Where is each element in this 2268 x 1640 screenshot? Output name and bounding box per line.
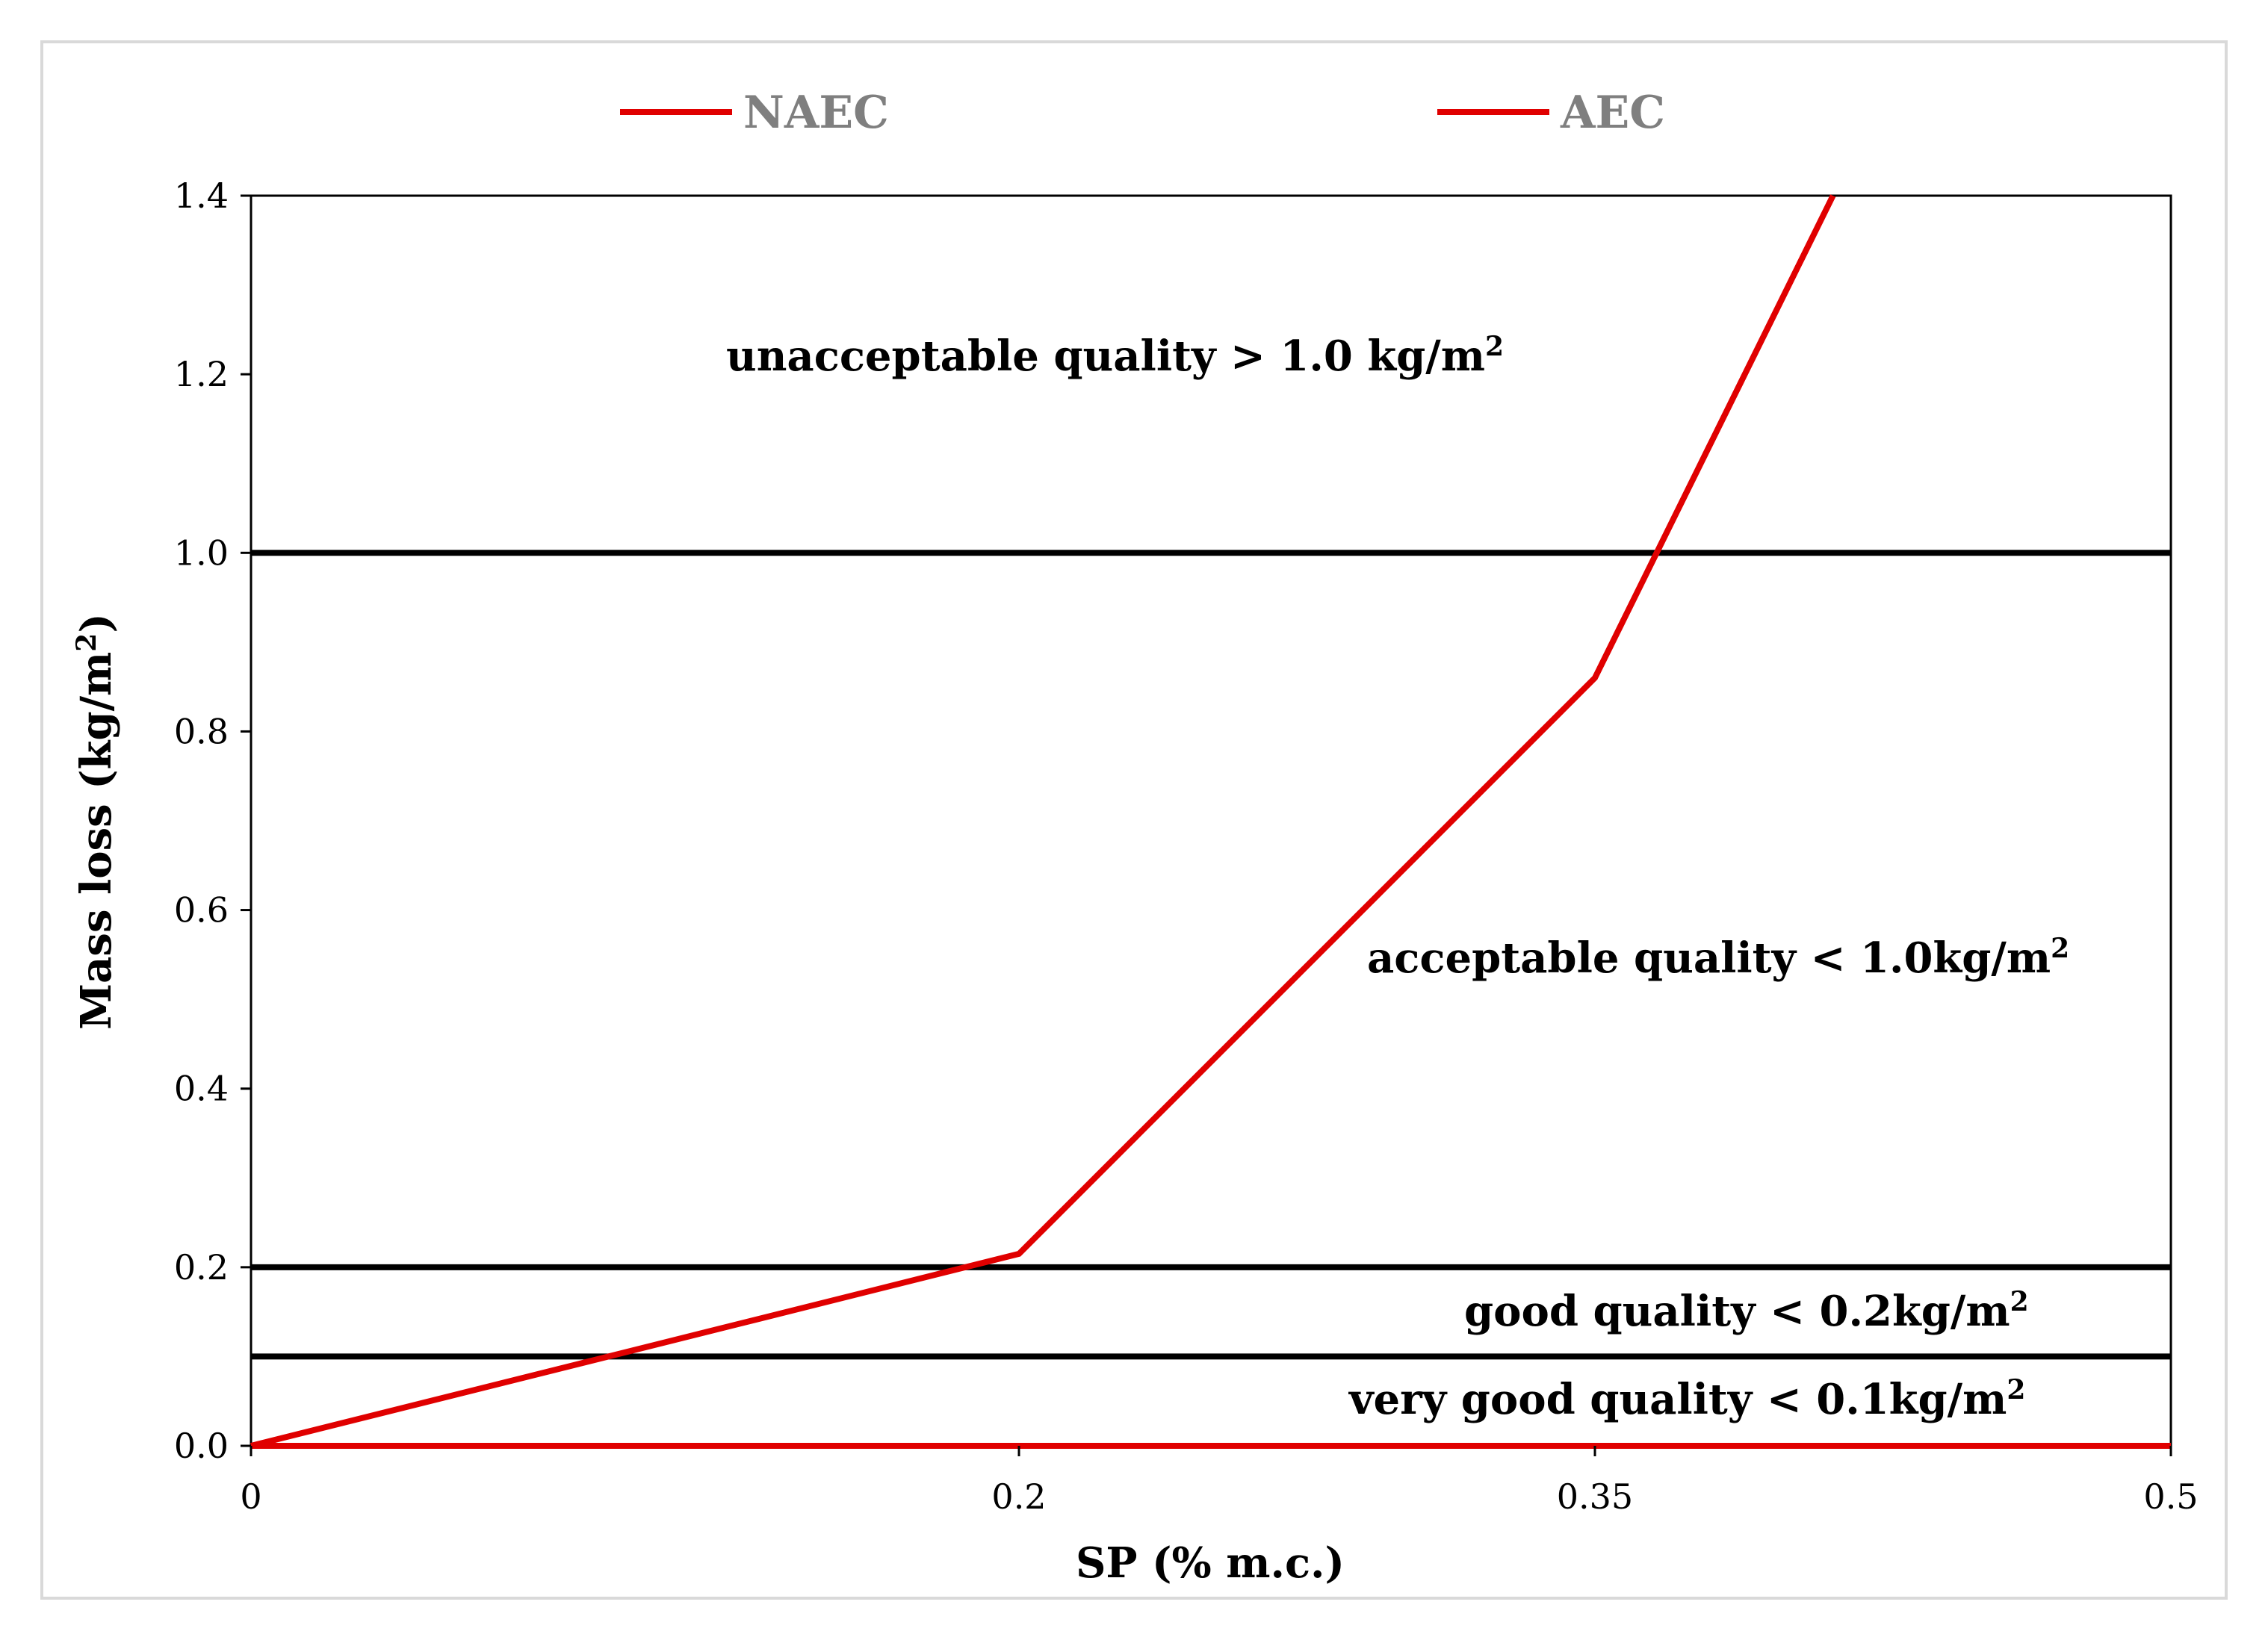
y-tick-label: 0.4 [174, 1069, 229, 1109]
series-group [250, 194, 2171, 1449]
y-axis-title: Mass loss (kg/m2) [71, 613, 121, 1030]
y-tick-label: 0.2 [174, 1247, 229, 1288]
y-tick-label: 0.0 [174, 1426, 229, 1466]
annotation-unacceptable: unacceptable quality > 1.0 kg/m2 [726, 331, 1504, 381]
x-tick-label: 0.5 [2143, 1476, 2198, 1517]
plot-area [250, 194, 2172, 1447]
x-axis-ticks: 0 0.2 0.35 0.5 [240, 1446, 2199, 1517]
y-tick-label: 1.2 [174, 354, 229, 394]
series-line-naec [250, 194, 1836, 1449]
y-tick-label: 1.4 [174, 176, 229, 216]
x-axis-title: SP (% m.c.) [1076, 1538, 1345, 1588]
legend: NAEC AEC [620, 87, 1665, 139]
annotation-acceptable: acceptable quality < 1.0kg/m2 [1367, 933, 2069, 983]
x-tick-label: 0.2 [991, 1476, 1046, 1517]
x-tick-label: 0 [240, 1476, 261, 1517]
annotation-good: good quality < 0.2kg/m2 [1464, 1286, 2029, 1336]
y-tick-label: 0.8 [174, 711, 229, 751]
legend-label-naec: NAEC [743, 87, 889, 139]
annotation-very-good: very good quality < 0.1kg/m2 [1348, 1374, 2025, 1424]
y-axis-ticks: 0.0 0.2 0.4 0.6 0.8 1.0 1.2 1.4 [174, 176, 251, 1466]
threshold-lines [251, 550, 2171, 1360]
legend-label-aec: AEC [1560, 87, 1665, 139]
y-tick-label: 0.6 [174, 890, 229, 931]
x-tick-label: 0.35 [1557, 1476, 1633, 1517]
chart-frame [40, 40, 2228, 1600]
y-tick-label: 1.0 [174, 532, 229, 573]
